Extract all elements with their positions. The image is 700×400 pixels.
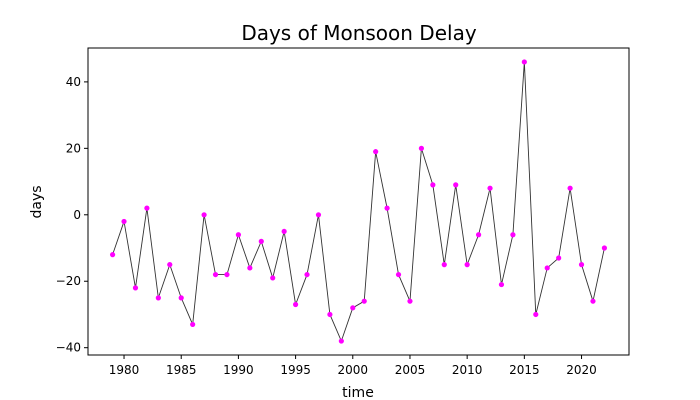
data-point	[201, 212, 207, 218]
y-axis: −40 −20 0 20 40	[56, 75, 88, 355]
data-point	[464, 262, 470, 268]
data-point	[247, 265, 253, 271]
data-point	[601, 245, 608, 251]
x-tick-label: 1990	[223, 363, 254, 377]
data-point	[556, 255, 562, 261]
x-tick-label: 2005	[395, 363, 426, 377]
data-point	[281, 228, 287, 235]
data-point	[544, 265, 550, 271]
data-point	[270, 275, 276, 281]
y-tick-label: 0	[73, 208, 81, 222]
x-tick-label: 1985	[166, 363, 197, 377]
data-point	[373, 149, 379, 155]
chart-title: Days of Monsoon Delay	[241, 21, 477, 45]
y-tick-label: −20	[56, 274, 81, 288]
data-point	[327, 311, 333, 318]
data-point	[487, 185, 493, 191]
data-point	[521, 59, 527, 65]
x-tick-label: 1980	[109, 363, 140, 377]
x-tick-label: 1995	[280, 363, 311, 377]
data-point	[407, 298, 413, 304]
plot-frame	[87, 47, 630, 356]
data-point	[338, 338, 344, 344]
data-point	[441, 262, 447, 268]
data-point	[292, 301, 299, 308]
data-point	[304, 271, 310, 278]
data-point	[178, 295, 184, 301]
data-point	[475, 232, 482, 238]
data-point	[590, 298, 596, 304]
x-axis: 1980 1985 1990 1995 2000 2005 2010 2015 2020	[109, 355, 597, 377]
x-tick-label: 2015	[509, 363, 540, 377]
data-point	[510, 232, 516, 238]
data-point	[109, 252, 116, 258]
data-point	[567, 185, 573, 191]
data-point	[155, 295, 161, 301]
data-point	[212, 271, 219, 278]
data-point	[533, 311, 539, 318]
data-point	[361, 298, 367, 304]
y-tick-label: 20	[66, 141, 81, 155]
data-point	[418, 145, 425, 151]
y-tick-label: −40	[56, 341, 81, 355]
data-point	[121, 218, 127, 225]
data-point	[132, 285, 139, 291]
data-point	[498, 281, 505, 288]
data-point	[144, 205, 150, 211]
x-tick-label: 2000	[338, 363, 369, 377]
data-point	[350, 305, 356, 311]
data-markers	[109, 59, 608, 344]
data-point	[315, 212, 322, 218]
data-point	[167, 262, 173, 268]
data-point	[578, 262, 585, 268]
data-point	[190, 321, 196, 328]
series-line	[112, 61, 605, 343]
data-point	[235, 232, 242, 238]
x-tick-label: 2010	[452, 363, 483, 377]
data-point	[430, 182, 436, 188]
y-axis-label: days	[29, 185, 45, 218]
x-axis-label: time	[342, 385, 374, 400]
x-tick-label: 2020	[566, 363, 597, 377]
data-point	[258, 238, 264, 244]
data-point	[384, 205, 390, 211]
y-tick-label: 40	[66, 75, 81, 89]
data-point	[224, 271, 230, 278]
data-point	[395, 271, 402, 278]
data-point	[453, 182, 459, 188]
